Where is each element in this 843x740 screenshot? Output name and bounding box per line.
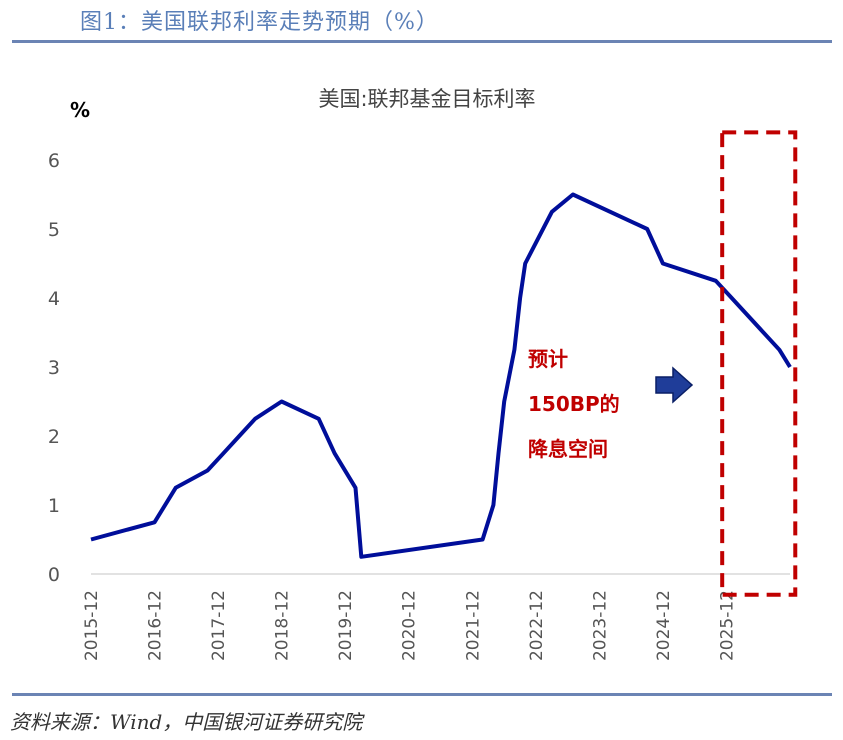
y-tick-label: 6 bbox=[48, 150, 60, 172]
x-tick-label: 2022-12 bbox=[527, 590, 547, 661]
x-tick-label: 2023-12 bbox=[590, 590, 610, 661]
x-tick-label: 2020-12 bbox=[400, 590, 420, 661]
x-tick-label: 2021-12 bbox=[463, 590, 483, 661]
y-tick-label: 0 bbox=[48, 564, 60, 586]
x-tick-label: 2018-12 bbox=[273, 590, 293, 661]
y-axis-unit: % bbox=[70, 98, 90, 122]
x-tick-label: 2019-12 bbox=[336, 590, 356, 661]
fed-funds-rate-line bbox=[90, 192, 792, 559]
y-tick-label: 4 bbox=[48, 288, 60, 310]
y-ticks: 0 1 2 3 4 5 6 bbox=[48, 150, 60, 586]
y-tick-label: 2 bbox=[48, 426, 60, 448]
forecast-highlight-box bbox=[720, 130, 798, 597]
top-rule bbox=[12, 40, 832, 43]
figure-title: 图1：美国联邦利率走势预期（%） bbox=[80, 10, 439, 35]
x-tick-label: 2017-12 bbox=[209, 590, 229, 661]
annotation-line-1: 预计 bbox=[528, 347, 568, 371]
annotation-line-3: 降息空间 bbox=[528, 437, 608, 461]
right-arrow-icon bbox=[655, 366, 694, 404]
y-tick-label: 5 bbox=[48, 219, 60, 241]
annotation-text: 预计 150BP的 降息空间 bbox=[528, 347, 620, 461]
x-tick-label: 2024-12 bbox=[654, 590, 674, 661]
rate-line-chart: 美国:联邦基金目标利率 % 0 1 2 3 4 5 6 2015-12 2016-12 2017… bbox=[48, 87, 798, 661]
bottom-rule bbox=[12, 693, 832, 696]
annotation-line-2: 150BP的 bbox=[528, 392, 620, 416]
y-tick-label: 1 bbox=[48, 495, 60, 517]
chart-title: 美国:联邦基金目标利率 bbox=[318, 87, 535, 111]
source-note: 资料来源：Wind，中国银河证券研究院 bbox=[10, 710, 363, 734]
y-tick-label: 3 bbox=[48, 357, 60, 379]
x-tick-label: 2016-12 bbox=[146, 590, 166, 661]
x-ticks: 2015-12 2016-12 2017-12 2018-12 2019-12 2020-… bbox=[82, 590, 737, 661]
x-tick-label: 2015-12 bbox=[82, 590, 102, 661]
x-tick-label: 2025-12 bbox=[717, 590, 737, 661]
